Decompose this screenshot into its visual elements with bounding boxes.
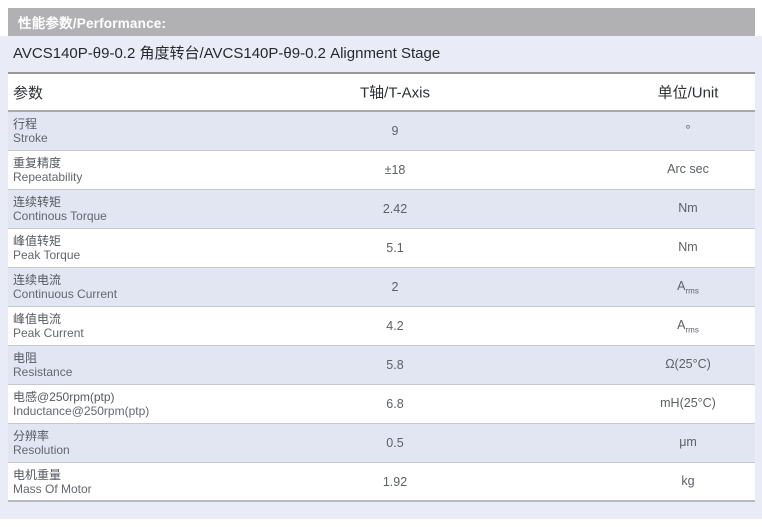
param-label-en: Inductance@250rpm(ptp) [13,404,150,418]
param-label-en: Resolution [13,443,70,457]
performance-title: 性能参数/Performance: [18,16,167,31]
param-label-cn: 峰值转矩 [13,234,62,248]
param-label: 峰值转矩 Peak Torque [8,234,80,262]
table-row-stroke: 行程 Stroke 9 ° [8,112,755,151]
param-value: 1.92 [382,474,408,489]
param-label: 电感@250rpm(ptp) Inductance@250rpm(ptp) [8,390,149,418]
param-value: 0.5 [386,436,404,450]
param-label: 电机重量 Mass Of Motor [8,468,92,496]
column-header-param: 参数 [13,84,44,102]
param-label-cn: 连续电流 [13,273,62,287]
table-row-peak-current: 峰值电流 Peak Current 4.2 Arms [8,307,755,346]
param-label: 重复精度 Repeatability [8,156,82,184]
param-unit: Nm [678,200,698,215]
param-unit: kg [681,473,695,488]
param-label-cn: 电感@250rpm(ptp) [13,390,115,404]
param-label-cn: 重复精度 [13,156,62,170]
param-label-cn: 连续转矩 [13,195,62,209]
param-label: 分辨率 Resolution [8,429,70,457]
spec-panel: AVCS140P-θ9-0.2 角度转台/AVCS140P-θ9-0.2 Ali… [0,36,762,519]
param-value: 6.8 [386,397,404,411]
param-value: 5.8 [386,358,404,372]
param-value: 4.2 [386,319,404,333]
param-label-en: Repeatability [13,170,83,184]
table-row-inductance: 电感@250rpm(ptp) Inductance@250rpm(ptp) 6.… [8,385,755,424]
param-label: 电阻 Resistance [8,351,72,379]
param-unit: ° [685,122,691,137]
param-value: 2.42 [382,202,408,216]
performance-title-bar: 性能参数/Performance: [8,8,755,36]
param-unit: Arc sec [667,161,709,176]
param-value: ±18 [384,163,406,177]
column-header-axis: T轴/T-Axis [360,84,430,102]
table-row-peak-torque: 峰值转矩 Peak Torque 5.1 Nm [8,229,755,268]
param-label-cn: 峰值电流 [13,312,62,326]
param-unit: Ω(25°C) [665,356,711,371]
table-row-continuous-current: 连续电流 Continuous Current 2 Arms [8,268,755,307]
param-value: 2 [391,280,399,294]
param-label-en: Mass Of Motor [13,481,92,496]
column-header-unit: 单位/Unit [657,84,719,102]
param-label-cn: 电机重量 [13,467,62,482]
param-unit: mH(25°C) [660,395,716,410]
param-unit: Nm [678,239,698,254]
product-name: AVCS140P-θ9-0.2 角度转台/AVCS140P-θ9-0.2 Ali… [13,45,441,62]
param-label: 连续转矩 Continous Torque [8,195,107,223]
param-label-en: Resistance [13,365,73,379]
param-label: 行程 Stroke [8,117,48,145]
param-label-cn: 电阻 [13,351,38,365]
param-label-en: Peak Current [13,326,84,340]
param-value: 5.1 [386,241,404,255]
table-row-resolution: 分辨率 Resolution 0.5 μm [8,424,755,463]
table-header-row: 参数 T轴/T-Axis 单位/Unit [8,72,755,112]
param-unit: μm [679,434,697,449]
spec-table: 参数 T轴/T-Axis 单位/Unit 行程 Stroke 9 ° 重复精度 … [8,72,755,502]
param-unit: Arms [677,278,699,296]
table-row-repeatability: 重复精度 Repeatability ±18 Arc sec [8,151,755,190]
param-label-cn: 分辨率 [13,429,50,443]
param-label-cn: 行程 [13,117,38,131]
param-unit: Arms [677,317,699,335]
param-label: 峰值电流 Peak Current [8,312,84,340]
param-label-en: Stroke [13,131,48,145]
param-label: 连续电流 Continuous Current [8,273,117,301]
param-label-en: Continous Torque [13,209,107,223]
param-value: 9 [391,124,399,138]
table-row-mass: 电机重量 Mass Of Motor 1.92 kg [8,463,755,502]
table-row-continuous-torque: 连续转矩 Continous Torque 2.42 Nm [8,190,755,229]
table-row-resistance: 电阻 Resistance 5.8 Ω(25°C) [8,346,755,385]
param-label-en: Continuous Current [13,287,118,301]
param-label-en: Peak Torque [13,248,81,262]
